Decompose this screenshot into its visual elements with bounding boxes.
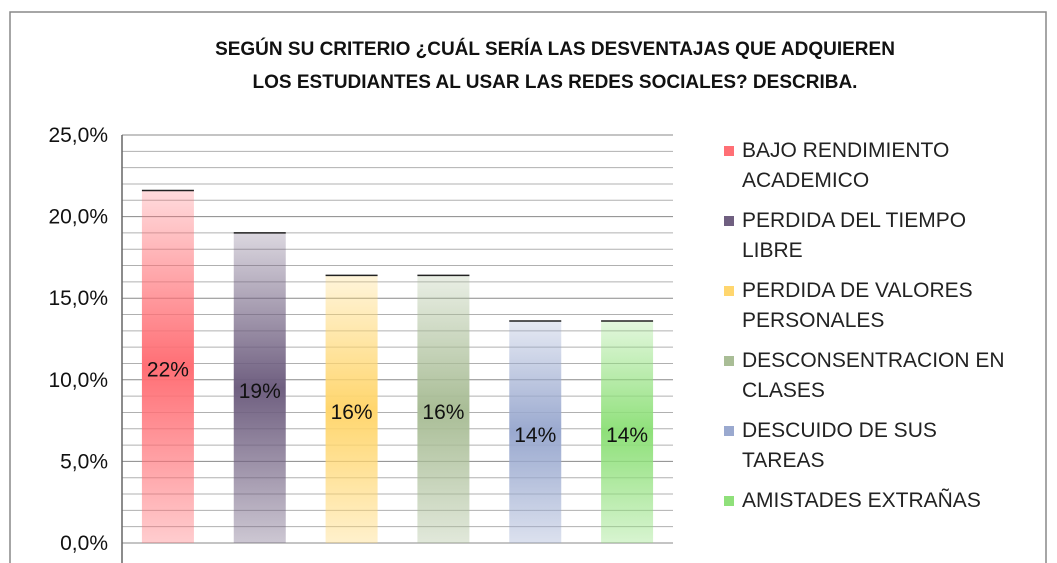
data-label: 22% — [147, 359, 189, 382]
bar — [233, 232, 286, 544]
legend-swatch — [724, 426, 734, 436]
bar — [141, 190, 194, 543]
y-tick-label: 0,0% — [60, 532, 108, 555]
y-tick-label: 10,0% — [48, 369, 108, 392]
legend-swatch — [724, 356, 734, 366]
data-label: 19% — [239, 380, 281, 403]
legend-item: BAJO RENDIMIENTO ACADEMICO — [722, 136, 1022, 206]
legend-swatch — [724, 216, 734, 226]
legend-swatch — [724, 146, 734, 156]
data-label: 14% — [606, 424, 648, 447]
legend-item: DESCONSENTRACION EN CLASES — [722, 346, 1022, 416]
bar — [417, 275, 470, 543]
legend-item: PERDIDA DE VALORES PERSONALES — [722, 276, 1022, 346]
legend-label: PERDIDA DE VALORES PERSONALES — [742, 279, 973, 332]
bar — [325, 275, 378, 543]
y-tick-label: 20,0% — [48, 206, 108, 229]
bar — [601, 321, 654, 543]
data-label: 14% — [514, 424, 556, 447]
bar — [509, 321, 562, 543]
legend-swatch — [724, 286, 734, 296]
legend-label: DESCUIDO DE SUS TAREAS — [742, 419, 937, 472]
legend-item: AMISTADES EXTRAÑAS — [722, 486, 1022, 556]
y-tick-label: 15,0% — [48, 287, 108, 310]
legend-label: AMISTADES EXTRAÑAS — [742, 489, 981, 512]
legend-swatch — [724, 496, 734, 506]
legend-label: BAJO RENDIMIENTO ACADEMICO — [742, 139, 950, 192]
legend-label: PERDIDA DEL TIEMPO LIBRE — [742, 209, 967, 262]
data-label: 16% — [422, 401, 464, 424]
legend-item: DESCUIDO DE SUS TAREAS — [722, 416, 1022, 486]
y-tick-label: 5,0% — [60, 450, 108, 473]
legend-label: DESCONSENTRACION EN CLASES — [742, 349, 1005, 402]
y-tick-label: 25,0% — [48, 124, 108, 147]
chart-title: SEGÚN SU CRITERIO ¿CUÁL SERÍA LAS DESVEN… — [215, 38, 895, 60]
chart-title: LOS ESTUDIANTES AL USAR LAS REDES SOCIAL… — [253, 72, 858, 93]
legend: BAJO RENDIMIENTO ACADEMICO PERDIDA DEL TI… — [722, 136, 1022, 556]
data-label: 16% — [331, 401, 373, 424]
legend-item: PERDIDA DEL TIEMPO LIBRE — [722, 206, 1022, 276]
